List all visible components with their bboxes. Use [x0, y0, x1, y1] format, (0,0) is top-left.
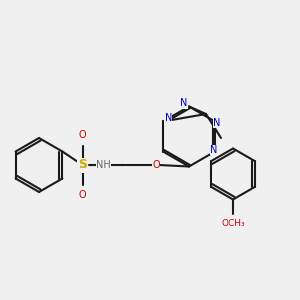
Text: O: O — [79, 190, 86, 200]
Text: N: N — [180, 98, 188, 109]
Text: N: N — [164, 113, 172, 124]
Text: O: O — [152, 160, 160, 170]
Text: NH: NH — [96, 160, 111, 170]
Text: S: S — [78, 158, 87, 172]
Text: OCH₃: OCH₃ — [221, 219, 245, 228]
Text: S: S — [79, 160, 86, 170]
Text: N: N — [213, 118, 220, 128]
Text: N: N — [210, 145, 217, 155]
Text: O: O — [79, 130, 86, 140]
